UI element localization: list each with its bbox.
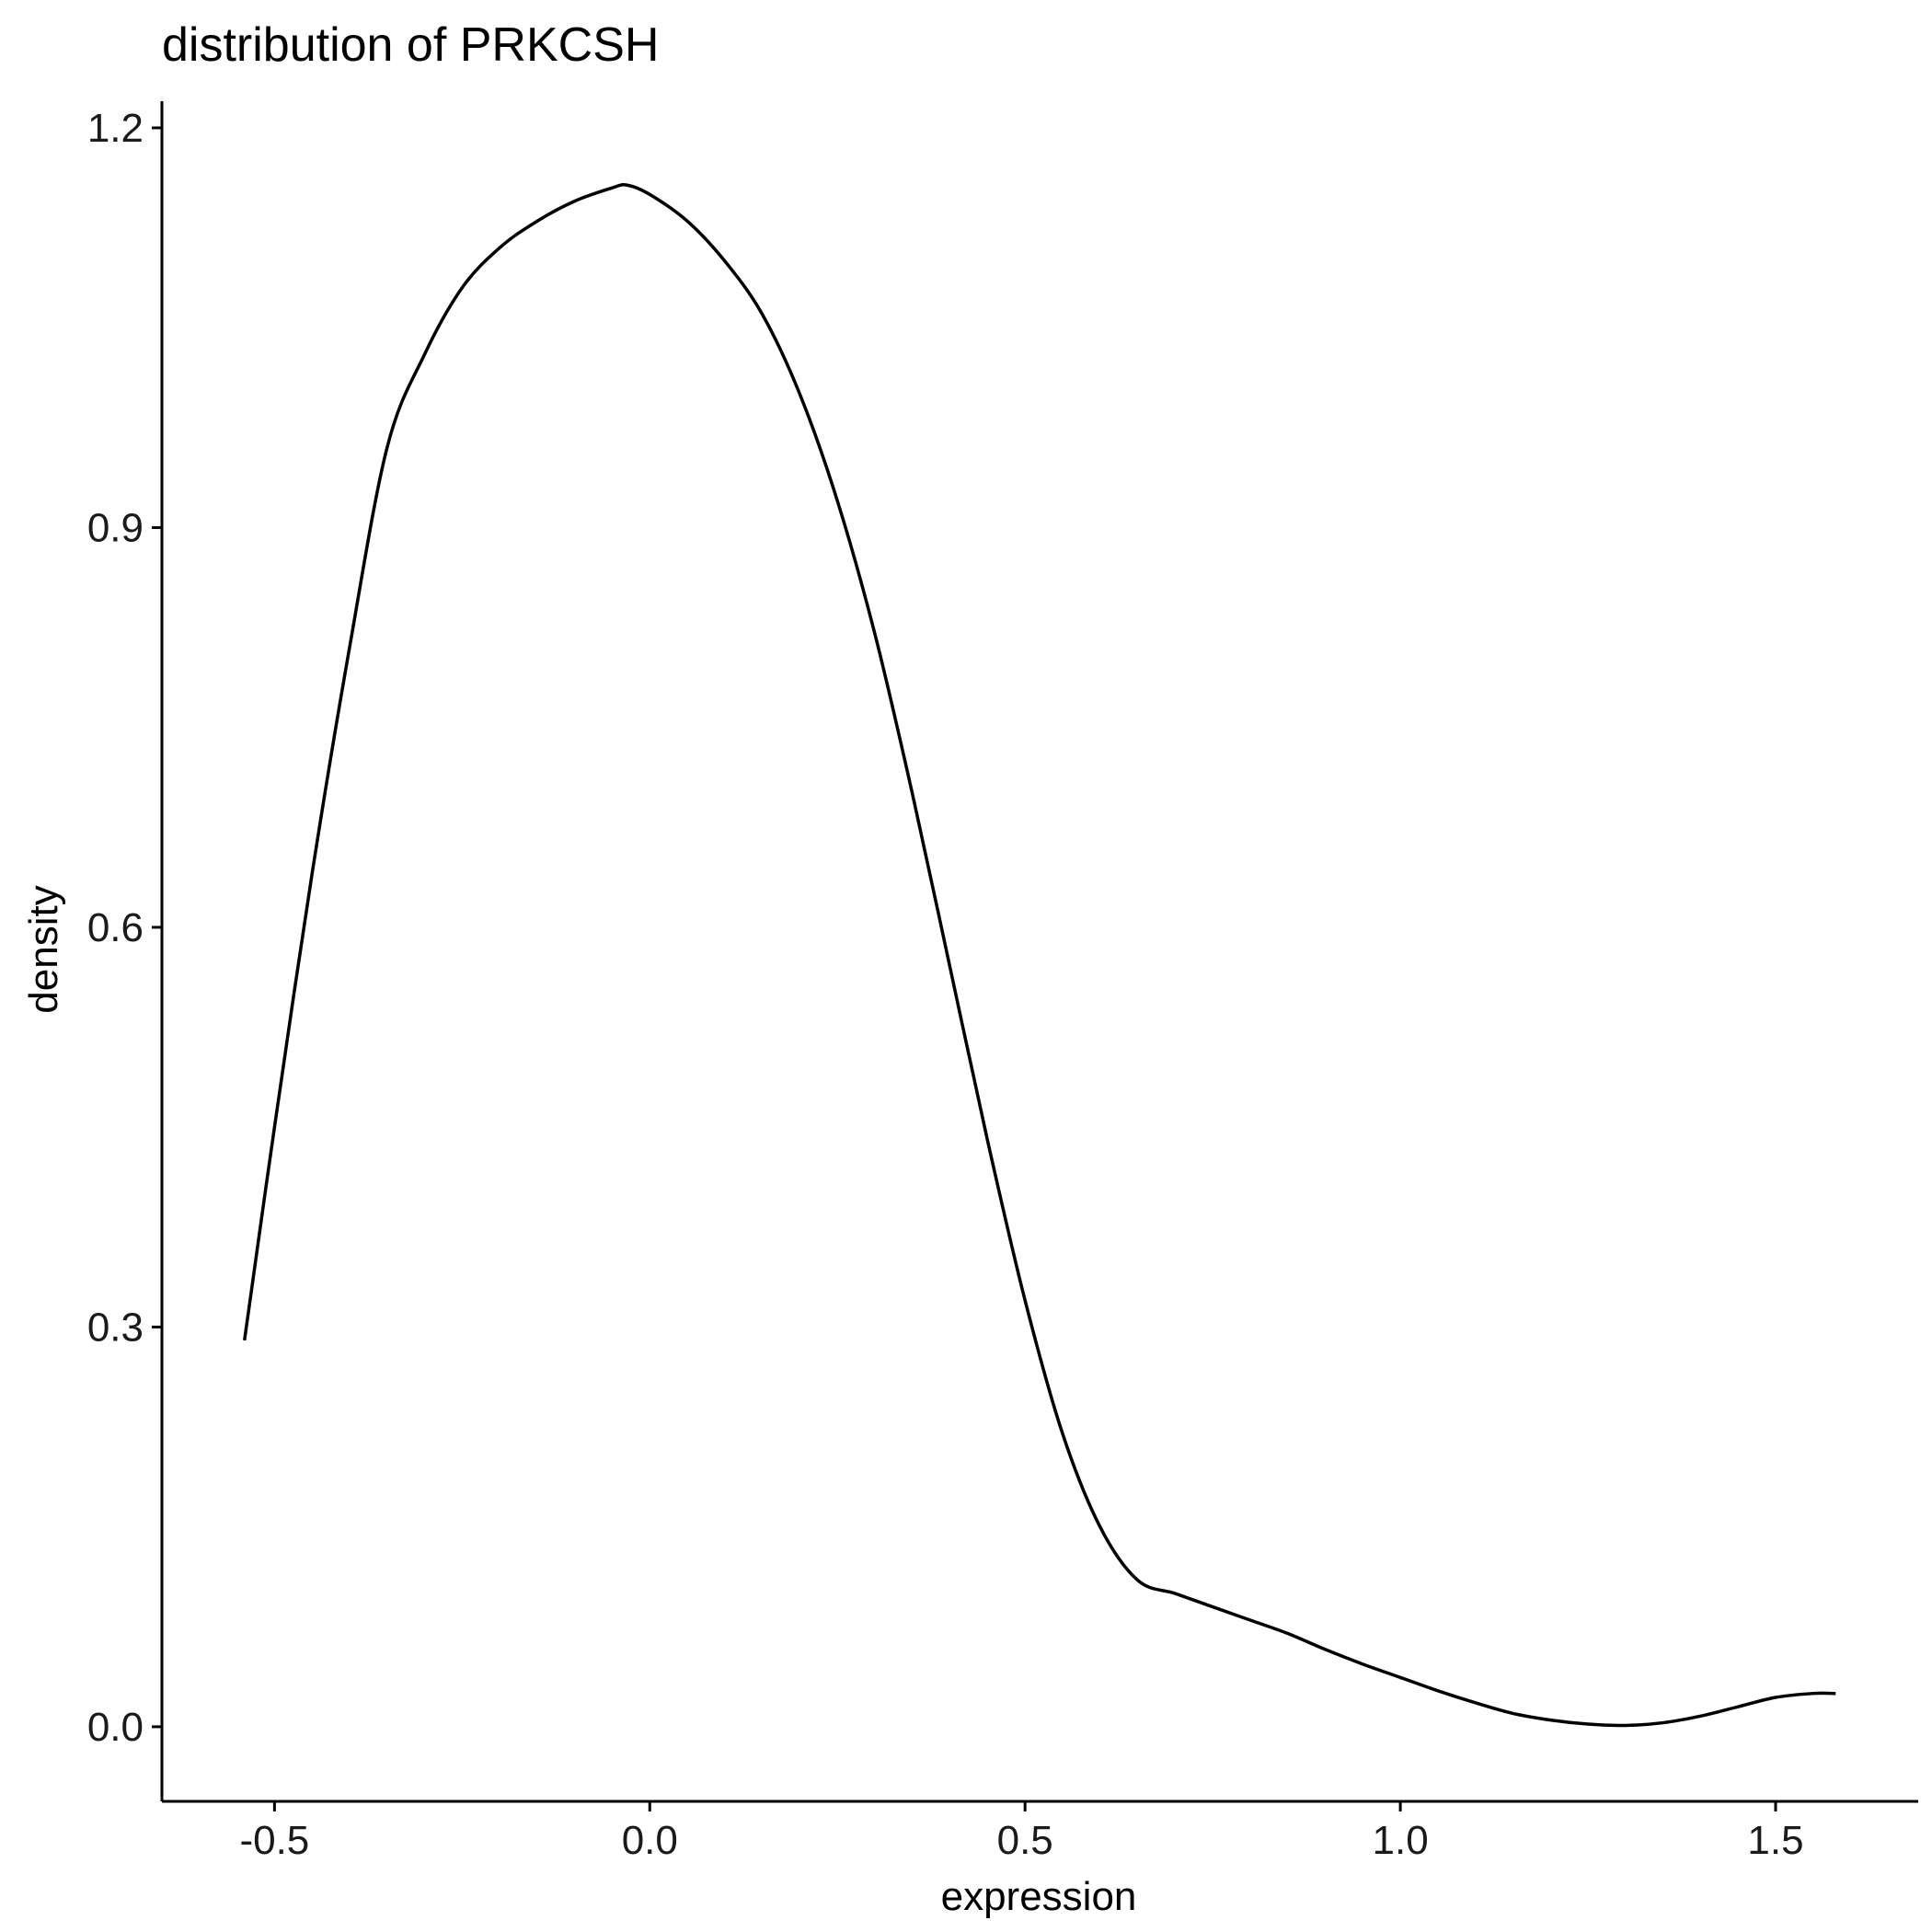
x-tick-label: 1.5 xyxy=(1747,1818,1803,1863)
plot-area xyxy=(243,183,1836,1728)
x-tick-label: -0.5 xyxy=(239,1818,309,1863)
y-tick-label: 0.3 xyxy=(87,1305,144,1350)
y-tick-label: 0.6 xyxy=(87,905,144,950)
x-tick-label: 0.0 xyxy=(622,1818,678,1863)
y-axis-label: density xyxy=(21,885,66,1013)
y-axis: 0.0 0.3 0.6 0.9 1.2 xyxy=(87,101,164,1801)
x-axis-label: expression xyxy=(941,1874,1137,1919)
y-tick-label: 0.9 xyxy=(87,505,144,550)
x-tick-label: 0.5 xyxy=(997,1818,1053,1863)
chart-title: distribution of PRKCSH xyxy=(162,18,659,72)
x-tick-label: 1.0 xyxy=(1373,1818,1429,1863)
x-axis: -0.5 0.0 0.5 1.0 1.5 xyxy=(162,1800,1918,1863)
y-tick-label: 0.0 xyxy=(87,1705,144,1750)
density-curve xyxy=(243,183,1836,1728)
y-tick-label: 1.2 xyxy=(87,106,144,151)
